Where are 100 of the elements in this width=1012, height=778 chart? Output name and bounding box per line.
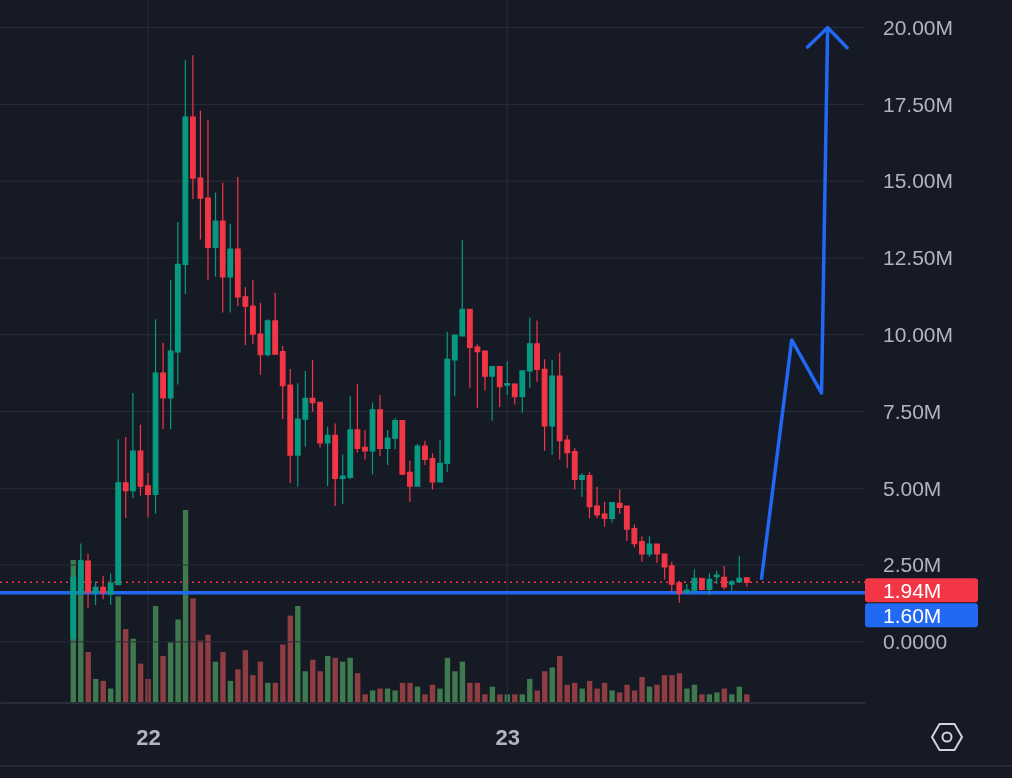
y-tick-label: 17.50M (883, 92, 954, 116)
bar (601, 682, 608, 702)
bar (744, 694, 750, 702)
y-tick-label: 0.0000 (883, 630, 948, 654)
bar (332, 657, 338, 702)
bar (557, 655, 563, 702)
bar (459, 661, 466, 702)
bar (519, 694, 525, 702)
candlestick (152, 318, 159, 515)
candlestick (414, 443, 421, 487)
bar (205, 634, 211, 702)
candlestick (399, 420, 406, 476)
candlestick (579, 472, 585, 498)
bar (295, 606, 301, 702)
bar (512, 694, 518, 702)
bar (736, 686, 743, 702)
bar (482, 694, 488, 702)
bar (721, 688, 728, 702)
y-tick-label: 15.00M (883, 169, 954, 193)
candlestick (541, 358, 548, 452)
bar (392, 690, 398, 702)
candlestick (137, 424, 144, 497)
candlestick (571, 447, 578, 491)
bar (699, 694, 705, 702)
bar (235, 669, 241, 702)
bar (242, 650, 249, 702)
bar (549, 667, 555, 702)
bar (542, 671, 548, 702)
candlestick (526, 317, 533, 389)
bar (534, 690, 540, 702)
bar (489, 686, 496, 702)
candlestick (646, 535, 653, 558)
bar (122, 629, 129, 702)
bar (564, 684, 570, 702)
bar (137, 663, 144, 702)
bar (691, 684, 698, 702)
bar (175, 619, 181, 702)
bar (661, 675, 668, 702)
candlestick (496, 366, 503, 408)
bar (452, 671, 458, 702)
bar (197, 640, 204, 702)
bar (354, 673, 361, 702)
bar (265, 682, 271, 702)
bar (100, 680, 106, 702)
bar (362, 694, 368, 702)
bar (115, 596, 121, 702)
candlestick (594, 486, 600, 519)
candlestick (272, 292, 279, 356)
bar (85, 652, 91, 702)
candlestick (362, 429, 368, 460)
bar (108, 688, 114, 702)
bar (437, 688, 443, 702)
bar (646, 686, 653, 702)
candlestick (317, 401, 323, 449)
candlestick (504, 360, 511, 396)
y-tick-label: 12.50M (883, 246, 954, 270)
candlestick (406, 460, 413, 503)
bar (272, 682, 279, 702)
y-tick-label: 10.00M (883, 322, 954, 346)
bar (369, 690, 376, 702)
y-tick-label: 20.00M (883, 15, 954, 39)
ref-line-label: 1.94M (883, 578, 942, 602)
candlestick (309, 359, 316, 413)
bar (190, 598, 196, 702)
candlestick (212, 191, 219, 277)
bar (594, 688, 600, 702)
bar (130, 638, 136, 702)
bar (572, 682, 578, 702)
candlestick (332, 422, 339, 507)
candlestick (377, 394, 383, 457)
bar (384, 688, 391, 702)
candlestick (92, 581, 99, 606)
bar (407, 682, 413, 702)
ref-line-label: 1.60M (883, 603, 942, 627)
bar (160, 655, 166, 702)
bar (631, 690, 638, 702)
bar (220, 652, 226, 702)
bar (497, 694, 503, 702)
bar (579, 688, 585, 702)
candlestick (145, 472, 151, 518)
bar (684, 688, 690, 702)
candlestick (227, 223, 234, 314)
bar (714, 692, 720, 702)
bar (609, 690, 615, 702)
x-tick-label: 23 (495, 724, 520, 750)
bar (729, 694, 735, 702)
bar (287, 615, 293, 702)
candlestick (122, 436, 129, 519)
y-tick-label: 5.00M (883, 476, 942, 500)
bar (280, 644, 286, 702)
bar (639, 677, 645, 702)
bar (586, 680, 593, 702)
candlestick (354, 383, 361, 454)
bar (676, 673, 683, 702)
bar (669, 675, 675, 702)
bar (152, 606, 159, 702)
bar (325, 655, 331, 702)
x-tick-label: 22 (136, 724, 161, 750)
candlestick (609, 502, 616, 524)
bar (317, 671, 323, 702)
